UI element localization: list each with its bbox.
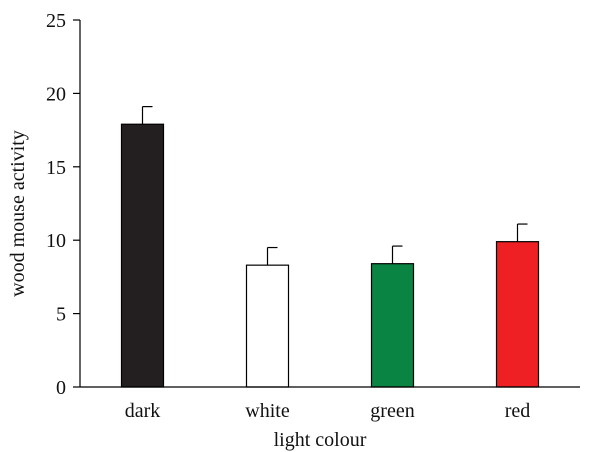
error-bars bbox=[141, 106, 528, 266]
y-tick-label: 15 bbox=[46, 157, 66, 179]
y-tick-label: 0 bbox=[56, 377, 66, 399]
bar-green bbox=[370, 263, 415, 388]
x-tick-label: dark bbox=[125, 400, 161, 422]
x-tick-label: white bbox=[245, 400, 290, 422]
y-tick-label: 25 bbox=[46, 10, 66, 32]
bar-dark bbox=[120, 123, 165, 388]
x-axis-ticks: dark white green red bbox=[125, 400, 531, 422]
y-axis-ticks: 0 5 10 15 20 25 bbox=[46, 10, 80, 399]
y-tick-label: 10 bbox=[46, 230, 66, 252]
x-axis-title: light colour bbox=[274, 429, 367, 451]
bar-white bbox=[245, 264, 290, 388]
y-tick-label: 20 bbox=[46, 83, 66, 105]
y-axis-title: wood mouse activity bbox=[7, 130, 29, 297]
axes bbox=[79, 20, 580, 388]
bars bbox=[120, 123, 540, 388]
x-tick-label: green bbox=[370, 400, 414, 422]
x-tick-label: red bbox=[505, 400, 531, 422]
bar-red bbox=[495, 241, 540, 388]
y-tick-label: 5 bbox=[56, 304, 66, 326]
